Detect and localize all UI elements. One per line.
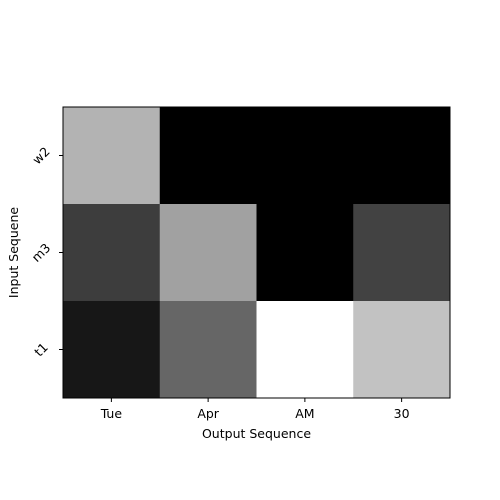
y-tick-label: m3: [29, 240, 54, 265]
x-tick-label: Apr: [197, 406, 219, 421]
heatmap-cell-w2-AM: [256, 107, 354, 205]
y-axis-label: Input Sequene: [6, 207, 21, 298]
heatmap-cell-t1-30: [353, 301, 451, 399]
heatmap-cell-m3-Apr: [159, 204, 257, 302]
y-tick-label: w2: [29, 144, 52, 167]
heatmap-cell-m3-Tue: [63, 204, 161, 302]
heatmap-cell-t1-Apr: [159, 301, 257, 399]
x-axis-ticks: Tue Apr AM 30: [100, 398, 410, 421]
heatmap-cell-m3-30: [353, 204, 451, 302]
y-axis-ticks: w2 m3 t1: [29, 144, 63, 360]
x-tick-label: AM: [295, 406, 314, 421]
heatmap-cell-t1-Tue: [63, 301, 161, 399]
x-tick-label: 30: [394, 406, 410, 421]
heatmap-cell-t1-AM: [256, 301, 354, 399]
y-tick-label: t1: [31, 340, 51, 360]
heatmap-cells: [63, 107, 451, 399]
heatmap-cell-w2-Tue: [63, 107, 161, 205]
x-axis-label: Output Sequence: [202, 426, 311, 441]
heatmap-cell-w2-30: [353, 107, 451, 205]
heatmap-cell-w2-Apr: [159, 107, 257, 205]
x-tick-label: Tue: [100, 406, 123, 421]
heatmap-cell-m3-AM: [256, 204, 354, 302]
